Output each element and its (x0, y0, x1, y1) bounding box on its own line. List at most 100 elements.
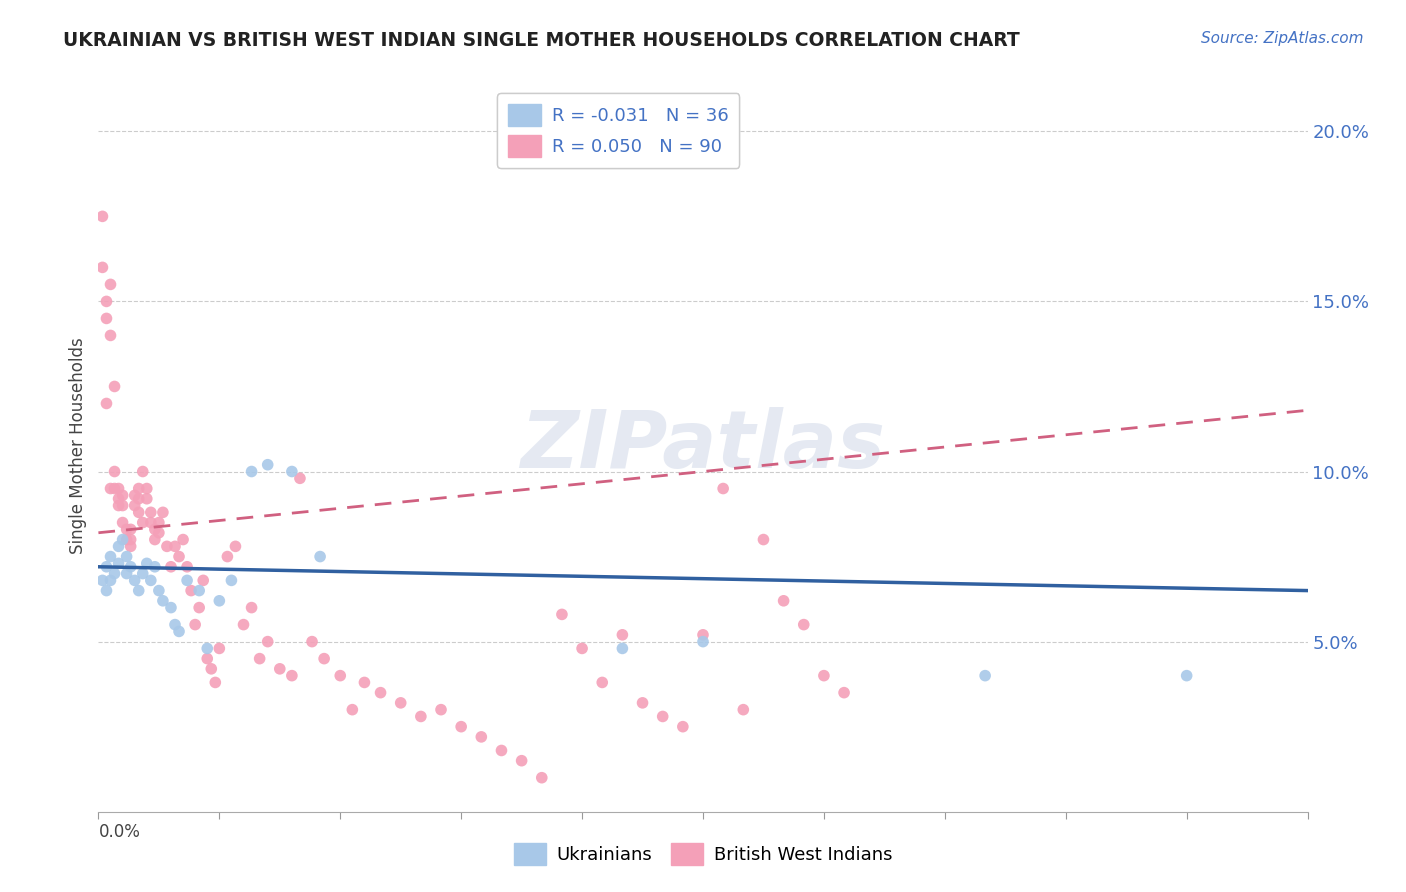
Point (591, 675, 613, 690)
Point (120, 540, 142, 554)
Point (111, 533, 134, 547)
Point (217, 549, 239, 564)
Point (430, 703, 453, 717)
Point (692, 628, 714, 642)
Point (491, 743, 513, 757)
Point (329, 668, 352, 682)
Point (184, 617, 207, 632)
Point (96, 583, 118, 598)
Point (107, 482, 129, 496)
Point (124, 574, 146, 588)
Point (124, 488, 146, 502)
Point (115, 533, 138, 547)
Point (314, 651, 336, 665)
Point (180, 583, 202, 598)
Point (733, 703, 755, 717)
Point (132, 566, 155, 581)
Point (128, 482, 150, 496)
Point (200, 662, 222, 676)
Point (107, 540, 129, 554)
Point (240, 600, 263, 615)
Point (172, 533, 194, 547)
Point (91, 574, 114, 588)
Point (100, 482, 122, 496)
Point (208, 594, 231, 608)
Point (139, 516, 162, 530)
Point (163, 540, 186, 554)
Point (269, 662, 291, 676)
Point (115, 549, 138, 564)
Point (96, 311, 118, 326)
Point (100, 549, 122, 564)
Point (160, 559, 183, 574)
Point (752, 533, 775, 547)
Point (103, 482, 125, 496)
Point (115, 566, 138, 581)
Point (91, 210, 114, 224)
Point (107, 491, 129, 506)
Text: ZIPatlas: ZIPatlas (520, 407, 886, 485)
Point (672, 720, 695, 734)
Point (100, 328, 122, 343)
Point (103, 465, 125, 479)
Point (651, 709, 673, 723)
Point (167, 624, 190, 639)
Point (128, 491, 150, 506)
Point (1175, 668, 1198, 682)
Point (204, 675, 226, 690)
Point (530, 771, 553, 785)
Text: UKRAINIAN VS BRITISH WEST INDIAN SINGLE MOTHER HOUSEHOLDS CORRELATION CHART: UKRAINIAN VS BRITISH WEST INDIAN SINGLE … (63, 31, 1019, 50)
Point (193, 574, 215, 588)
Point (143, 533, 166, 547)
Point (103, 566, 125, 581)
Point (100, 277, 122, 292)
Point (156, 540, 179, 554)
Point (96, 396, 118, 410)
Point (208, 641, 231, 656)
Point (167, 549, 190, 564)
Point (111, 488, 134, 502)
Point (974, 668, 997, 682)
Point (195, 641, 218, 656)
Point (353, 675, 375, 690)
Point (288, 471, 311, 485)
Point (148, 525, 170, 540)
Point (139, 505, 162, 519)
Point (135, 491, 157, 506)
Point (111, 499, 134, 513)
Legend: R = -0.031   N = 36, R = 0.050   N = 90: R = -0.031 N = 36, R = 0.050 N = 90 (498, 93, 740, 168)
Point (120, 522, 142, 536)
Point (612, 641, 634, 656)
Point (256, 634, 278, 648)
Point (692, 634, 714, 648)
Point (120, 559, 142, 574)
Point (152, 594, 174, 608)
Point (470, 730, 492, 744)
Point (389, 696, 412, 710)
Point (176, 559, 198, 574)
Point (772, 594, 794, 608)
Point (152, 505, 174, 519)
Point (551, 607, 574, 622)
Point (120, 533, 142, 547)
Point (309, 549, 332, 564)
Point (148, 516, 170, 530)
Point (571, 641, 593, 656)
Point (256, 458, 278, 472)
Point (793, 617, 815, 632)
Point (107, 557, 129, 571)
Point (135, 482, 157, 496)
Point (124, 499, 146, 513)
Point (832, 686, 855, 700)
Point (711, 482, 734, 496)
Point (128, 583, 150, 598)
Point (115, 522, 138, 536)
Point (143, 522, 166, 536)
Point (631, 696, 654, 710)
Point (107, 499, 129, 513)
Point (240, 465, 263, 479)
Point (221, 574, 243, 588)
Point (813, 668, 835, 682)
Point (510, 754, 533, 768)
Point (342, 703, 364, 717)
